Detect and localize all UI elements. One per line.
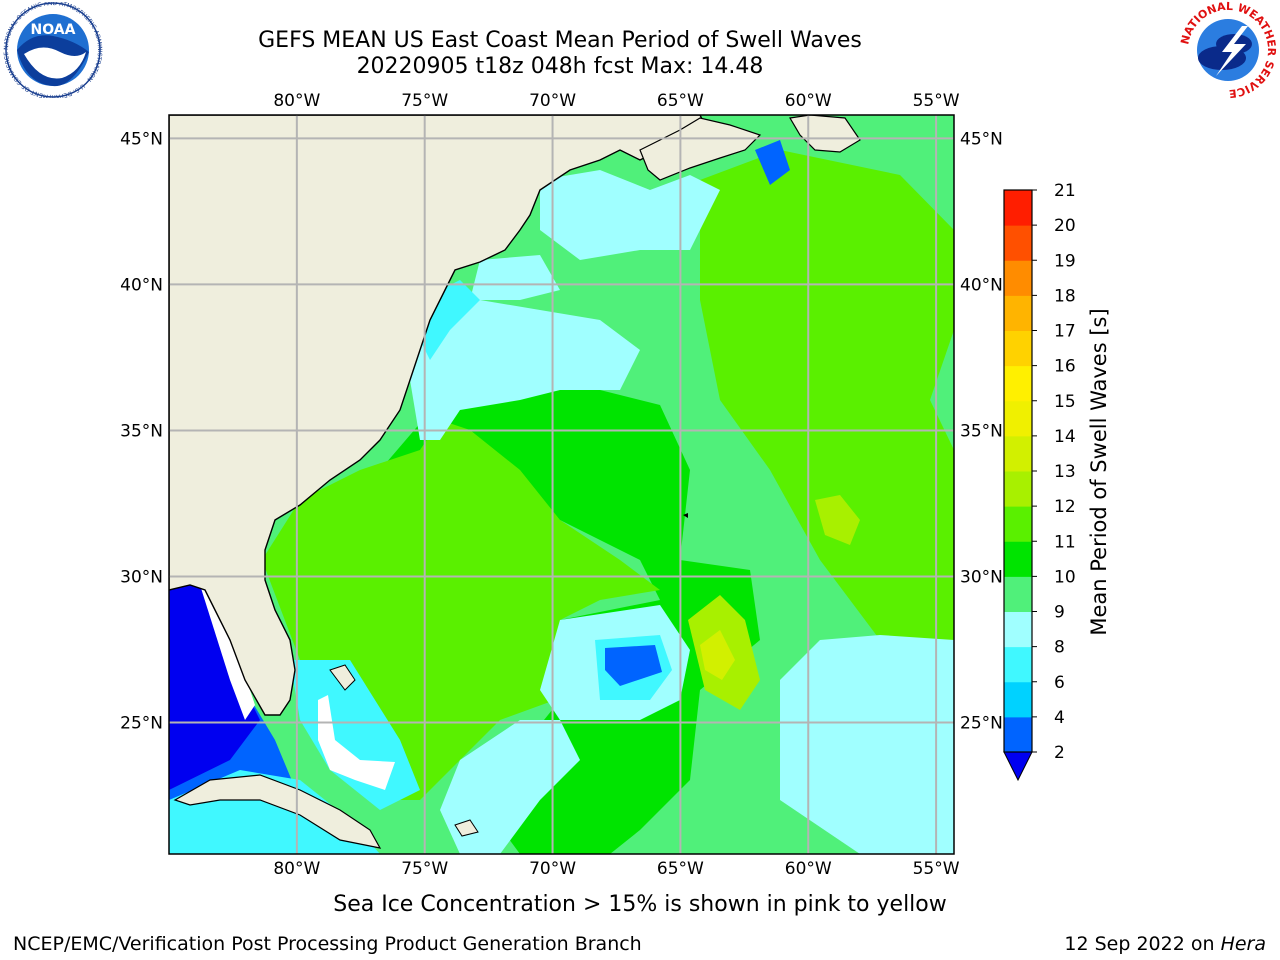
colorbar-tick-label-10: 11 [1054, 532, 1076, 552]
footer-date: 12 Sep 2022 on Hera [1064, 933, 1266, 955]
zone-south-light [440, 720, 580, 854]
zone-southeast-open-8s [780, 635, 954, 854]
lat-label-left-4: 25°N [120, 714, 163, 734]
colorbar-swatch-14 [1004, 225, 1032, 261]
lat-label-left-3: 30°N [120, 568, 163, 588]
zone-northeast-9s [540, 170, 720, 260]
colorbar-swatch-12 [1004, 295, 1032, 331]
swell-period-field [169, 115, 954, 854]
colorbar-label: Mean Period of Swell Waves [s] [1087, 308, 1111, 635]
land-north-america [169, 115, 706, 716]
lon-label-top-4: 60°W [785, 91, 832, 111]
lon-label-bottom-1: 75°W [401, 859, 448, 879]
lon-label-bottom-0: 80°W [273, 859, 320, 879]
lon-label-top-1: 75°W [401, 91, 448, 111]
zone-no-data-bahamas [318, 695, 395, 790]
colorbar: 21 20 19 18 17 16 15 14 13 12 11 10 9 8 6 4 2 [1003, 181, 1076, 782]
lat-label-right-2: 35°N [960, 421, 1003, 441]
colorbar-under-arrow [1003, 751, 1033, 782]
land-nova-scotia [639, 117, 762, 181]
lon-label-bottom-3: 65°W [657, 859, 704, 879]
colorbar-swatch-1 [1004, 681, 1032, 718]
colorbar-swatch-13 [1004, 260, 1032, 296]
latitude-labels-right: 45°N 40°N 35°N 30°N 25°N [960, 129, 1003, 733]
land-bahamas [329, 664, 356, 691]
land-hispaniola [454, 819, 479, 837]
colorbar-swatch-10 [1004, 365, 1032, 402]
colorbar-tick-label-3: 18 [1054, 286, 1076, 306]
footer-machine: Hera [1220, 933, 1266, 955]
lat-label-right-3: 30°N [960, 568, 1003, 588]
nws-logo: NATIONAL WEATHER SERVICE [1178, 0, 1278, 100]
lat-label-right-4: 25°N [960, 714, 1003, 734]
zone-gulf-deep-blue [169, 585, 260, 790]
colorbar-tick-label-6: 15 [1054, 392, 1076, 412]
footer-credit: NCEP/EMC/Verification Post Processing Pr… [13, 933, 642, 955]
colorbar-swatch-15 [1004, 190, 1032, 226]
zone-yellow-12s-east [815, 495, 860, 545]
lat-label-left-0: 45°N [120, 129, 163, 149]
zone-yellow-13s [700, 630, 735, 680]
colorbar-swatch-0 [1004, 716, 1032, 753]
lon-label-bottom-4: 60°W [785, 859, 832, 879]
footer-note: Sea Ice Concentration > 15% is shown in … [333, 892, 947, 917]
colorbar-swatch-3 [1004, 611, 1032, 648]
colorbar-swatch-8 [1004, 435, 1032, 472]
zone-nova-scotia-blue [755, 140, 790, 185]
colorbar-swatch-4 [1004, 576, 1032, 612]
chart-title: GEFS MEAN US East Coast Mean Period of S… [258, 28, 862, 53]
land-bermuda [683, 513, 688, 518]
svg-text:NOAA: NOAA [31, 22, 76, 38]
lat-label-left-1: 40°N [120, 275, 163, 295]
colorbar-tick-label-0: 21 [1054, 181, 1076, 201]
colorbar-swatch-11 [1004, 330, 1032, 367]
colorbar-tick-label-13: 8 [1054, 638, 1065, 658]
colorbar-tick-label-5: 16 [1054, 357, 1076, 377]
latitude-labels-left: 45°N 40°N 35°N 30°N 25°N [120, 129, 163, 733]
colorbar-swatch-2 [1004, 646, 1032, 683]
colorbar-tick-label-1: 20 [1054, 216, 1076, 236]
colorbar-swatch-9 [1004, 400, 1032, 437]
colorbar-swatch-7 [1004, 471, 1032, 507]
zone-central-low-4s [605, 645, 662, 686]
lon-label-bottom-5: 55°W [913, 859, 960, 879]
chart-subtitle: 20220905 t18z 048h fcst Max: 14.48 [356, 54, 764, 79]
colorbar-tick-label-15: 4 [1054, 708, 1065, 728]
lat-label-right-1: 40°N [960, 275, 1003, 295]
colorbar-tick-label-14: 6 [1054, 673, 1065, 693]
lat-label-right-0: 45°N [960, 129, 1003, 149]
longitude-labels-bottom: 80°W 75°W 70°W 65°W 60°W 55°W [273, 859, 959, 879]
colorbar-tick-label-9: 12 [1054, 497, 1076, 517]
colorbar-tick-label-4: 17 [1054, 322, 1076, 342]
lon-label-top-5: 55°W [913, 91, 960, 111]
colorbar-tick-label-8: 13 [1054, 462, 1076, 482]
noaa-logo: NATIONAL OCEANIC AND ATMOSPHERIC ADMINIS… [2, 2, 103, 98]
colorbar-tick-label-11: 10 [1054, 567, 1076, 587]
zone-gulf-maine-8s [470, 255, 560, 300]
lon-label-top-0: 80°W [273, 91, 320, 111]
map-frame [168, 114, 955, 855]
zone-open-atlantic-11s [700, 150, 954, 640]
colorbar-tick-label-7: 14 [1054, 427, 1076, 447]
colorbar-tick-label-2: 19 [1054, 251, 1076, 271]
graticule [169, 115, 954, 854]
lat-label-left-2: 35°N [120, 421, 163, 441]
colorbar-swatch-6 [1004, 506, 1032, 542]
footer-date-text: 12 Sep 2022 on [1064, 933, 1221, 955]
lon-label-top-3: 65°W [657, 91, 704, 111]
zone-no-data-gulf [200, 585, 255, 720]
lon-label-top-2: 70°W [529, 91, 576, 111]
lon-label-bottom-2: 70°W [529, 859, 576, 879]
land-cuba [173, 774, 382, 849]
longitude-labels-top: 80°W 75°W 70°W 65°W 60°W 55°W [273, 91, 959, 111]
colorbar-swatch-5 [1004, 541, 1032, 577]
colorbar-tick-label-12: 9 [1054, 603, 1065, 623]
colorbar-tick-label-16: 2 [1054, 743, 1065, 763]
zone-nearshore-8s [410, 300, 640, 440]
